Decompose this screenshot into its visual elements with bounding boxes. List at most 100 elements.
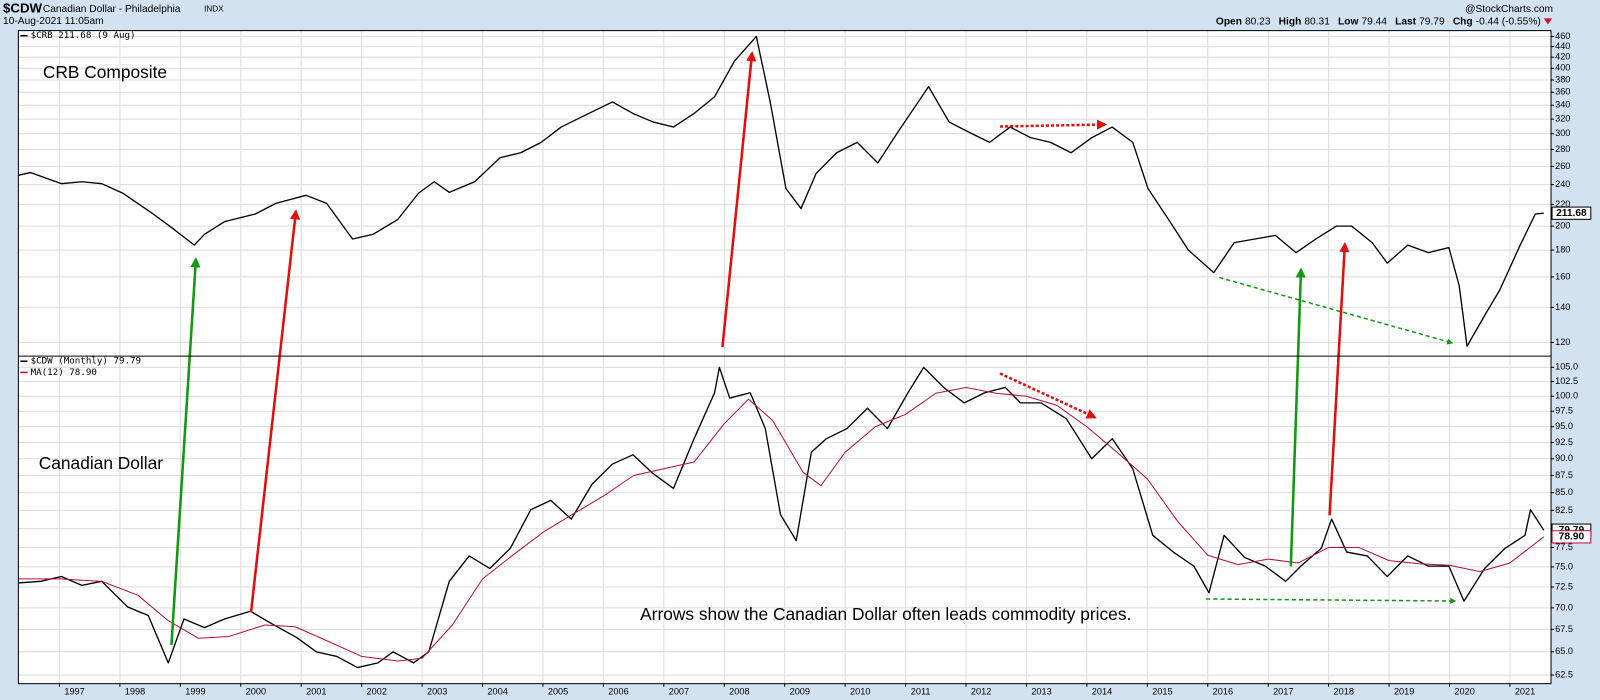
series-line [18, 35, 1544, 347]
x-tick-label: 2021 [1515, 686, 1535, 696]
x-tick-label: 2009 [790, 686, 810, 696]
x-tick-label: 2006 [608, 686, 628, 696]
x-tick-label: 2015 [1152, 686, 1172, 696]
x-tick-label: 2010 [850, 686, 870, 696]
y-tick-label: 220 [1555, 199, 1570, 209]
y-tick-label: 400 [1555, 63, 1570, 73]
y-tick-label: 260 [1555, 161, 1570, 171]
annotation: Arrows show the Canadian Dollar often le… [640, 604, 1131, 624]
y-tick-label: 140 [1555, 302, 1570, 312]
annotation-arrows [170, 51, 1457, 645]
quote-value: 80.31 [1304, 16, 1330, 27]
y-tick-label: 420 [1555, 52, 1570, 62]
annotation: Canadian Dollar [39, 453, 163, 473]
y-tick-label: 160 [1555, 271, 1570, 281]
quote-value: -0.44 (-0.55%) [1476, 16, 1541, 27]
y-tick-label: 240 [1555, 179, 1570, 189]
y-tick-label: 340 [1555, 100, 1570, 110]
y-tick-label: 92.5 [1555, 437, 1573, 447]
last-value-box [1551, 206, 1592, 220]
quote-value: 79.44 [1361, 16, 1387, 27]
y-tick-label: 87.5 [1555, 470, 1573, 480]
x-tick-label: 2017 [1273, 686, 1293, 696]
x-tick-label: 2020 [1454, 686, 1474, 696]
y-tick-label: 300 [1555, 128, 1570, 138]
y-tick-label: 90.0 [1555, 453, 1573, 463]
arrow [999, 372, 1097, 419]
x-tick-label: 2016 [1213, 686, 1233, 696]
x-tick-label: 2018 [1334, 686, 1354, 696]
change-triangle [1543, 18, 1553, 25]
x-tick-label: 2003 [427, 686, 447, 696]
x-tick-label: 2001 [306, 686, 326, 696]
y-tick-label: 62.5 [1555, 669, 1573, 679]
legend-label: $CRB 211.68 (9 Aug) [31, 30, 136, 41]
arrow [249, 209, 301, 613]
x-tick-label: 1997 [64, 686, 84, 696]
x-tick-label: 2014 [1092, 686, 1112, 696]
quote-label: Low [1338, 16, 1358, 27]
y-tick-label: 460 [1555, 31, 1570, 41]
symbol: $CDW [3, 1, 43, 16]
x-tick-label: 2007 [669, 686, 689, 696]
x-tick-label: 2004 [487, 686, 507, 696]
y-tick-label: 360 [1555, 87, 1570, 97]
quote-label: Chg [1453, 16, 1473, 27]
quote-value: 79.79 [1419, 16, 1445, 27]
y-tick-label: 72.5 [1555, 581, 1573, 591]
quote-value: 80.23 [1245, 16, 1271, 27]
x-tick-label: 2011 [911, 686, 931, 696]
series-line [18, 386, 1545, 662]
arrow [1219, 276, 1454, 345]
quote-label: Last [1395, 16, 1417, 27]
quote-label: Open [1216, 16, 1242, 27]
y-tick-label: 320 [1555, 114, 1570, 124]
last-value-label: 78.90 [1559, 532, 1585, 543]
date: 10-Aug-2021 11:05am [3, 16, 104, 27]
y-tick-label: 440 [1555, 41, 1570, 51]
y-tick-label: 200 [1555, 221, 1570, 231]
arrow [170, 257, 201, 645]
arrow [721, 51, 757, 348]
arrow [1289, 267, 1306, 567]
legend-label: MA(12) 78.90 [31, 367, 97, 378]
y-tick-label: 280 [1555, 144, 1570, 154]
x-tick-label: 2002 [367, 686, 387, 696]
y-tick-label: 70.0 [1555, 602, 1573, 612]
x-tick-label: 2000 [246, 686, 266, 696]
exchange: INDX [204, 4, 224, 13]
x-tick-label: 1998 [125, 686, 145, 696]
y-tick-label: 75.0 [1555, 561, 1573, 571]
y-tick-label: 95.0 [1555, 421, 1573, 431]
credit: @StockCharts.com [1465, 4, 1553, 15]
grid [18, 30, 1552, 684]
header-title: Canadian Dollar - Philadelphia [43, 4, 181, 15]
y-tick-label: 85.0 [1555, 487, 1573, 497]
y-tick-label: 180 [1555, 245, 1570, 255]
y-tick-label: 82.5 [1555, 505, 1573, 515]
last-value-box [1551, 530, 1592, 544]
y-tick-label: 97.5 [1555, 406, 1573, 416]
quote-label: High [1279, 16, 1302, 27]
y-tick-label: 67.5 [1555, 624, 1573, 634]
quote: Open 80.23 High 80.31 Low 79.44 Last 79.79 Chg -0… [1216, 16, 1541, 27]
x-tick-label: 2008 [729, 686, 749, 696]
labels: 120 140 160 180 200 220 240 260 280 300 320 340 360 3… [20, 30, 1592, 696]
arrow [1328, 241, 1350, 516]
lines [18, 35, 1545, 669]
legend-label: $CDW (Monthly) 79.79 [31, 356, 141, 367]
x-tick-label: 1999 [185, 686, 205, 696]
x-tick-label: 2012 [971, 686, 991, 696]
annotation: CRB Composite [43, 62, 167, 82]
y-tick-label: 65.0 [1555, 646, 1573, 656]
x-tick-label: 2019 [1394, 686, 1414, 696]
x-tick-label: 2005 [548, 686, 568, 696]
y-tick-label: 105.0 [1555, 362, 1578, 372]
y-tick-label: 77.5 [1555, 542, 1573, 552]
y-tick-label: 102.5 [1555, 376, 1578, 386]
arrow [1206, 597, 1457, 605]
last-value-label: 211.68 [1556, 208, 1587, 219]
arrow [999, 119, 1108, 130]
